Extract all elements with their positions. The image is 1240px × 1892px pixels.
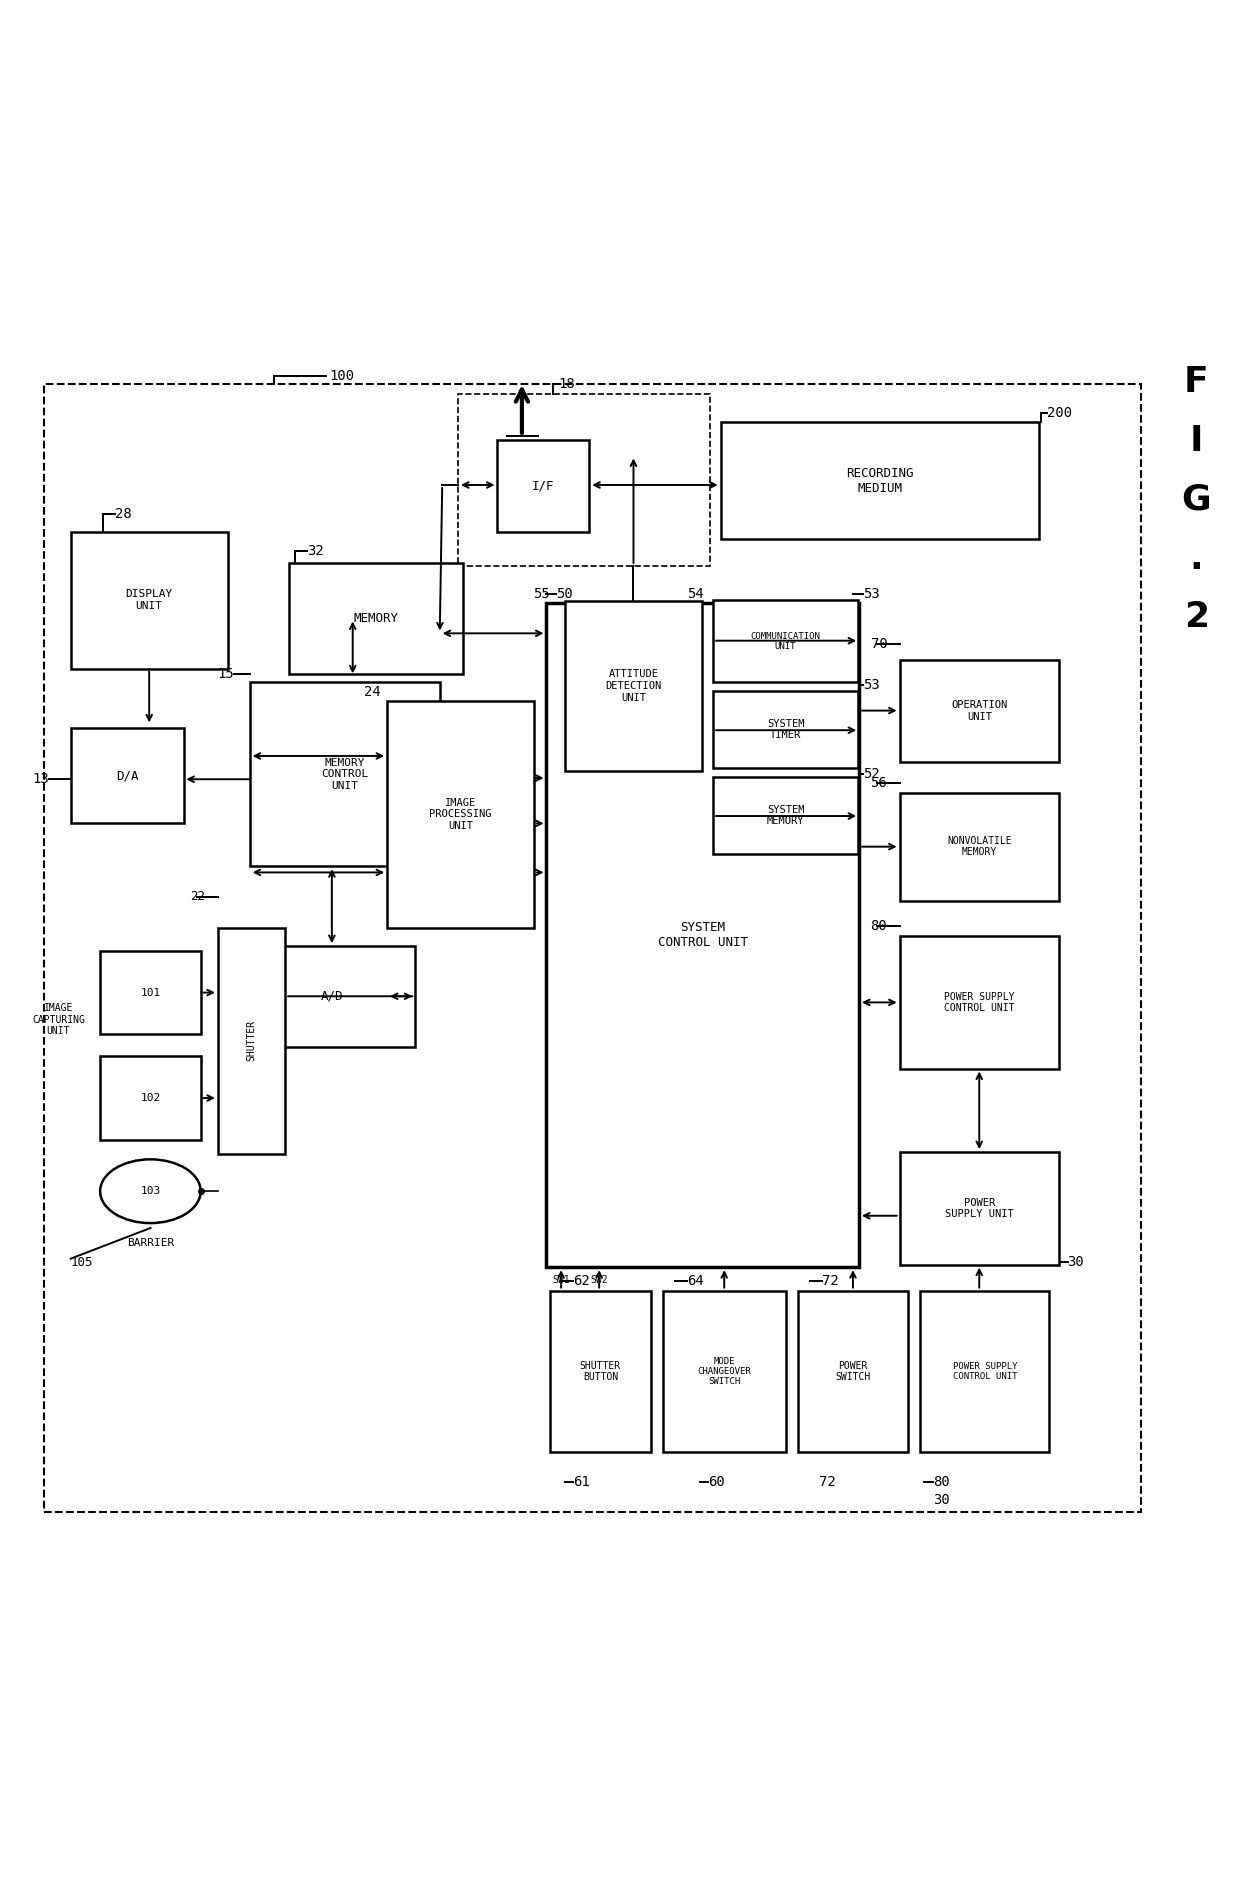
Bar [289, 564, 463, 674]
Bar [663, 1290, 785, 1453]
Text: 30: 30 [1068, 1254, 1084, 1270]
Text: SYSTEM
CONTROL UNIT: SYSTEM CONTROL UNIT [657, 921, 748, 950]
Text: 64: 64 [687, 1273, 704, 1288]
Bar [218, 927, 285, 1154]
Bar [713, 691, 858, 768]
Text: 52: 52 [863, 768, 879, 781]
Text: 60: 60 [708, 1474, 725, 1489]
Text: MODE
CHANGEOVER
SWITCH: MODE CHANGEOVER SWITCH [697, 1357, 751, 1387]
Text: 80: 80 [870, 920, 888, 933]
Text: MEMORY
CONTROL
UNIT: MEMORY CONTROL UNIT [321, 757, 368, 791]
Text: OPERATION
UNIT: OPERATION UNIT [951, 700, 1007, 723]
Text: SHUTTER
BUTTON: SHUTTER BUTTON [580, 1360, 621, 1383]
Text: 72: 72 [822, 1273, 839, 1288]
Bar [899, 793, 1059, 901]
Bar [713, 600, 858, 683]
Bar [565, 602, 702, 770]
Text: 2: 2 [1184, 600, 1209, 634]
Text: 70: 70 [870, 638, 888, 651]
Text: 32: 32 [308, 545, 324, 558]
Text: 22: 22 [191, 891, 206, 904]
Text: A/D: A/D [321, 990, 343, 1003]
Bar [43, 384, 1141, 1512]
Text: 13: 13 [32, 772, 48, 787]
Bar [899, 1152, 1059, 1264]
Text: BARRIER: BARRIER [126, 1237, 174, 1247]
Text: 61: 61 [573, 1474, 590, 1489]
Text: SW1: SW1 [552, 1275, 570, 1285]
Text: 55: 55 [533, 587, 551, 602]
Text: IMAGE
PROCESSING
UNIT: IMAGE PROCESSING UNIT [429, 798, 492, 831]
Bar [899, 660, 1059, 762]
Text: 53: 53 [863, 587, 879, 602]
Bar [458, 394, 709, 566]
Ellipse shape [100, 1160, 201, 1222]
Text: F: F [1184, 365, 1209, 399]
Bar [547, 604, 859, 1268]
Text: 54: 54 [687, 587, 704, 602]
Text: 103: 103 [140, 1186, 160, 1196]
Text: DISPLAY
UNIT: DISPLAY UNIT [125, 590, 172, 611]
Text: 30: 30 [932, 1493, 950, 1508]
Text: POWER SUPPLY
CONTROL UNIT: POWER SUPPLY CONTROL UNIT [952, 1362, 1017, 1381]
Text: I/F: I/F [532, 479, 554, 492]
Bar [720, 422, 1039, 539]
Text: 53: 53 [863, 677, 879, 692]
Text: 72: 72 [818, 1474, 836, 1489]
Bar [249, 946, 415, 1046]
Text: G: G [1182, 482, 1211, 517]
Text: MEMORY: MEMORY [353, 613, 398, 624]
Text: 105: 105 [71, 1256, 93, 1270]
Text: 28: 28 [115, 507, 131, 522]
Text: SW2: SW2 [590, 1275, 608, 1285]
Text: 56: 56 [870, 776, 888, 791]
Text: 23: 23 [217, 938, 234, 954]
Text: 102: 102 [140, 1094, 160, 1103]
Text: 24: 24 [365, 685, 381, 700]
Text: 80: 80 [932, 1474, 950, 1489]
Bar [899, 937, 1059, 1069]
Text: POWER
SWITCH: POWER SWITCH [836, 1360, 870, 1383]
Bar [920, 1290, 1049, 1453]
Text: RECORDING
MEDIUM: RECORDING MEDIUM [846, 467, 914, 494]
Bar [249, 683, 440, 867]
Text: D/A: D/A [115, 768, 139, 781]
Text: 18: 18 [559, 377, 575, 392]
Text: SYSTEM
MEMORY: SYSTEM MEMORY [766, 804, 805, 827]
Text: SHUTTER: SHUTTER [247, 1020, 257, 1061]
Bar [100, 952, 201, 1035]
Text: 200: 200 [1047, 405, 1071, 420]
Text: IMAGE
CAPTURING
UNIT: IMAGE CAPTURING UNIT [32, 1003, 84, 1037]
Text: 101: 101 [140, 988, 160, 997]
Text: 15: 15 [217, 666, 234, 681]
Text: POWER
SUPPLY UNIT: POWER SUPPLY UNIT [945, 1198, 1013, 1218]
Text: .: . [1189, 541, 1203, 575]
Bar [713, 778, 858, 853]
Text: COMMUNICATION
UNIT: COMMUNICATION UNIT [750, 632, 821, 651]
Bar [551, 1290, 651, 1453]
Bar [71, 728, 184, 823]
Bar [100, 1056, 201, 1139]
Text: I: I [1189, 424, 1203, 458]
Text: 100: 100 [330, 369, 355, 382]
Text: POWER SUPPLY
CONTROL UNIT: POWER SUPPLY CONTROL UNIT [944, 991, 1014, 1014]
Text: SYSTEM
TIMER: SYSTEM TIMER [766, 719, 805, 740]
Bar [71, 532, 228, 670]
Text: NONVOLATILE
MEMORY: NONVOLATILE MEMORY [947, 836, 1012, 857]
Bar [797, 1290, 908, 1453]
Text: 62: 62 [573, 1273, 590, 1288]
Bar [497, 439, 589, 532]
Bar [387, 700, 534, 927]
Text: 50: 50 [557, 587, 573, 602]
Text: ATTITUDE
DETECTION
UNIT: ATTITUDE DETECTION UNIT [605, 670, 662, 702]
